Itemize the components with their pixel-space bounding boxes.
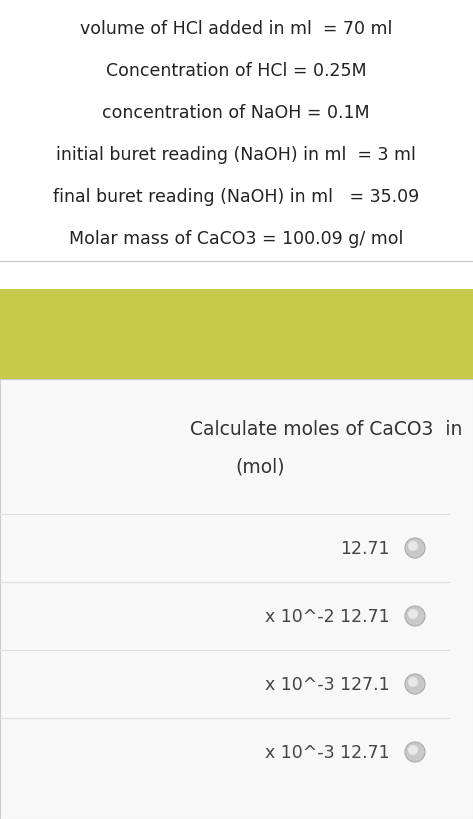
- Text: x 10^-3 127.1: x 10^-3 127.1: [265, 675, 390, 693]
- Text: initial buret reading (NaOH) in ml  = 3 ml: initial buret reading (NaOH) in ml = 3 m…: [56, 146, 416, 164]
- Circle shape: [405, 742, 425, 762]
- Text: Calculate moles of CaCO3  in: Calculate moles of CaCO3 in: [190, 419, 463, 438]
- Circle shape: [405, 674, 425, 695]
- Text: volume of HCl added in ml  = 70 ml: volume of HCl added in ml = 70 ml: [80, 20, 392, 38]
- FancyBboxPatch shape: [0, 290, 473, 379]
- Text: final buret reading (NaOH) in ml   = 35.09: final buret reading (NaOH) in ml = 35.09: [53, 188, 419, 206]
- Circle shape: [405, 606, 425, 627]
- Text: Molar mass of CaCO3 = 100.09 g/ mol: Molar mass of CaCO3 = 100.09 g/ mol: [69, 229, 403, 247]
- Circle shape: [408, 677, 418, 687]
- Circle shape: [405, 538, 425, 559]
- Circle shape: [408, 745, 418, 755]
- Circle shape: [408, 609, 418, 619]
- Text: 12.71: 12.71: [341, 540, 390, 557]
- Text: (mol): (mol): [235, 458, 285, 477]
- FancyBboxPatch shape: [0, 379, 473, 819]
- Text: Concentration of HCl = 0.25M: Concentration of HCl = 0.25M: [105, 62, 366, 80]
- Text: x 10^-2 12.71: x 10^-2 12.71: [265, 607, 390, 625]
- Text: x 10^-3 12.71: x 10^-3 12.71: [265, 743, 390, 761]
- Circle shape: [408, 541, 418, 551]
- Text: concentration of NaOH = 0.1M: concentration of NaOH = 0.1M: [102, 104, 370, 122]
